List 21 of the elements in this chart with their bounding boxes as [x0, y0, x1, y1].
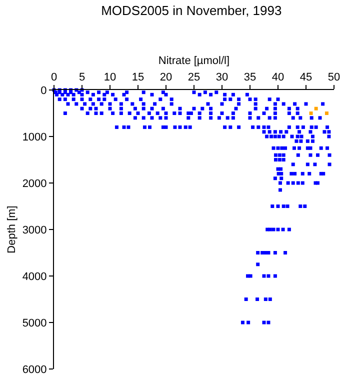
x-axis-title: Nitrate [µmol/l]: [158, 55, 230, 68]
x-tick-label: 40: [272, 72, 284, 84]
x-tick-label: 0: [50, 72, 58, 84]
y-axis-title: Depth [m]: [6, 206, 18, 254]
x-tick-label: 10: [104, 72, 116, 84]
y-tick-label: 5000: [22, 317, 47, 330]
x-tick-label: 15: [132, 72, 144, 84]
y-tick-label: 4000: [22, 270, 47, 283]
x-tick-label: 25: [188, 72, 200, 84]
y-tick-label: 6000: [22, 364, 47, 376]
x-tick-label: 45: [300, 72, 312, 84]
y-tick-label: 1000: [22, 131, 47, 144]
x-tick-label: 50: [328, 72, 340, 84]
x-tick-label: 30: [216, 72, 228, 84]
x-tick-label: 35: [244, 72, 256, 84]
y-tick-label: 0: [40, 84, 47, 97]
chart-title: MODS2005 in November, 1993: [101, 2, 282, 18]
y-tick-label: 2000: [22, 178, 47, 190]
x-tick-label: 20: [160, 72, 172, 84]
x-tick-label: 5: [78, 72, 86, 84]
y-tick-label: 3000: [22, 224, 47, 236]
